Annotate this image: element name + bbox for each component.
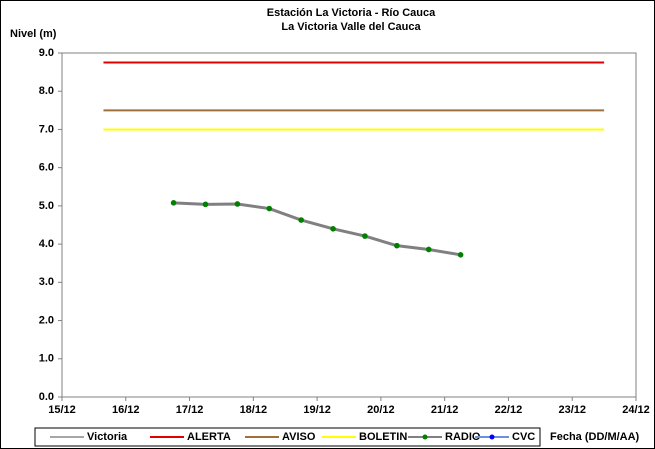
x-axis-label: Fecha (DD/M/AA) — [550, 431, 640, 443]
x-tick-label: 21/12 — [431, 404, 459, 416]
chart-title: Estación La Victoria - Río Cauca — [267, 7, 436, 19]
data-point — [298, 217, 304, 223]
y-tick-label: 9.0 — [39, 47, 54, 59]
x-tick-label: 15/12 — [48, 404, 76, 416]
x-tick-label: 20/12 — [367, 404, 395, 416]
chart-subtitle: La Victoria Valle del Cauca — [281, 21, 421, 33]
x-tick-label: 18/12 — [240, 404, 268, 416]
data-point — [330, 226, 336, 232]
x-tick-label: 19/12 — [303, 404, 331, 416]
y-tick-label: 3.0 — [39, 276, 54, 288]
x-tick-label: 22/12 — [495, 404, 523, 416]
y-tick-label: 0.0 — [39, 391, 54, 403]
data-point — [266, 205, 273, 212]
data-point — [234, 201, 241, 207]
legend-label: BOLETIN — [359, 431, 407, 443]
y-axis-label: Nivel (m) — [10, 28, 57, 40]
x-tick-label: 23/12 — [558, 404, 586, 416]
y-tick-label: 2.0 — [39, 314, 54, 326]
x-tick-label: 16/12 — [112, 404, 140, 416]
legend-marker — [422, 434, 428, 440]
legend-marker — [489, 434, 495, 440]
legend — [34, 427, 541, 447]
x-tick-label: 24/12 — [622, 404, 650, 416]
legend-label: RADIO — [445, 431, 481, 443]
legend-label: ALERTA — [187, 431, 231, 443]
legend-label: Victoria — [87, 431, 128, 443]
plot-area — [61, 52, 637, 398]
x-tick-label: 17/12 — [176, 404, 204, 416]
y-tick-label: 4.0 — [39, 238, 54, 250]
y-tick-label: 1.0 — [39, 353, 54, 365]
series-line — [173, 201, 461, 257]
data-point — [394, 242, 400, 249]
y-tick-label: 7.0 — [39, 123, 54, 135]
y-tick-label: 8.0 — [39, 85, 54, 97]
y-tick-label: 6.0 — [39, 162, 54, 174]
y-tick-label: 5.0 — [39, 200, 54, 212]
data-point — [362, 233, 368, 239]
legend-label: CVC — [512, 431, 535, 443]
data-point — [457, 252, 464, 258]
data-point — [425, 246, 432, 253]
legend-label: AVISO — [282, 431, 316, 443]
data-point — [170, 200, 177, 206]
data-point — [202, 201, 209, 208]
